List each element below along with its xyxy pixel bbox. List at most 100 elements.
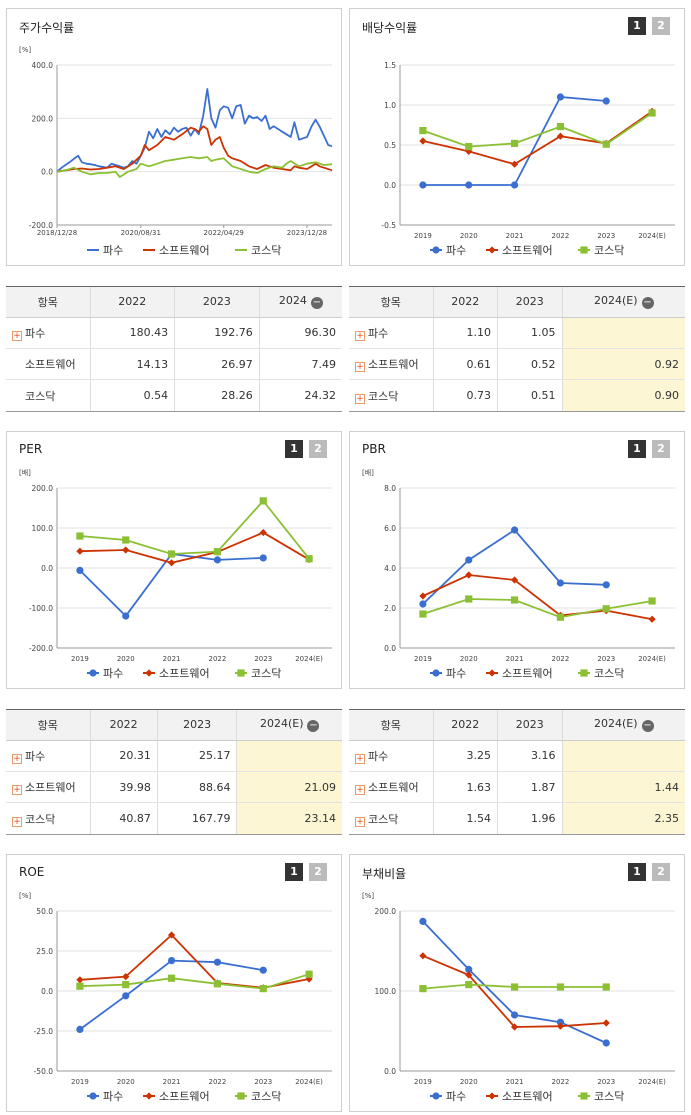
page-1-button[interactable]: 1: [285, 440, 303, 458]
data-point: [510, 139, 519, 147]
table-cell: 0.90: [562, 379, 685, 411]
legend-label: 소프트웨어: [159, 667, 210, 680]
legend-label: 파수: [103, 1090, 123, 1103]
expand-plus-icon[interactable]: +: [355, 816, 365, 827]
data-point: [580, 669, 588, 677]
y-tick-label: 8.0: [384, 484, 396, 493]
y-tick-label: -100.0: [29, 604, 53, 613]
x-tick-label: 2020: [460, 1078, 478, 1086]
page-2-button[interactable]: 2: [309, 440, 327, 458]
data-point: [122, 612, 130, 620]
panel-title: 배당수익률: [362, 21, 418, 35]
panel-title: 부채비율: [362, 867, 407, 881]
legend-label: 파수: [103, 244, 123, 257]
legend-label: 소프트웨어: [502, 1090, 553, 1103]
row-label: 코스닥: [6, 379, 91, 411]
table-cell: [562, 317, 685, 349]
y-tick-label: 0.5: [384, 141, 396, 150]
expand-plus-icon[interactable]: +: [12, 785, 22, 796]
y-tick-label: -0.5: [381, 221, 396, 230]
x-tick-label: 2022: [209, 1078, 227, 1086]
y-tick-label: 100.0: [375, 987, 397, 996]
data-point: [167, 550, 176, 558]
data-point: [419, 592, 427, 600]
legend-label: 파수: [446, 244, 466, 257]
legend-label: 파수: [446, 1090, 466, 1103]
expand-plus-icon[interactable]: +: [355, 330, 365, 341]
legend-item: 소프트웨어: [143, 1090, 210, 1103]
table-cell: 1.05: [497, 317, 563, 349]
data-point: [602, 1039, 610, 1047]
expand-plus-icon[interactable]: +: [355, 753, 365, 764]
series-line: [422, 574, 653, 621]
data-point: [465, 571, 473, 579]
column-header: 2023: [497, 287, 563, 318]
page-2-button[interactable]: 2: [309, 863, 327, 881]
y-tick-label: 4.0: [384, 564, 396, 573]
data-point: [432, 1092, 440, 1100]
y-tick-label: 100.0: [32, 524, 54, 533]
table-row: + 소프트웨어 0.61 0.52 0.92: [349, 348, 685, 381]
page-1-button[interactable]: 1: [285, 863, 303, 881]
column-header: 항목: [6, 287, 91, 318]
y-tick-label: 50.0: [36, 907, 53, 916]
legend-label: 코스닥: [251, 1090, 281, 1103]
data-point: [488, 1092, 496, 1100]
legend-item: 파수: [430, 244, 466, 257]
y-tick-label: 400.0: [32, 61, 54, 70]
data-point: [167, 974, 176, 982]
expand-plus-icon[interactable]: +: [355, 785, 365, 796]
y-tick-label: 1.5: [384, 61, 396, 70]
page-2-button[interactable]: 2: [652, 863, 670, 881]
data-point: [305, 555, 313, 563]
y-unit-label: [배]: [362, 468, 374, 477]
data-point: [259, 554, 267, 562]
table-row: 소프트웨어 14.13 26.97 7.49: [6, 348, 342, 381]
y-tick-label: 25.0: [36, 947, 53, 956]
page-1-button[interactable]: 1: [628, 17, 646, 35]
collapse-icon[interactable]: −: [310, 297, 323, 310]
series-line: [79, 531, 310, 564]
table-row: + 파수 180.43 192.76 96.30: [6, 317, 342, 349]
series-line: [79, 959, 264, 1031]
table-cell: 25.17: [157, 740, 238, 772]
page-2-button[interactable]: 2: [652, 17, 670, 35]
expand-plus-icon[interactable]: +: [355, 362, 365, 373]
page-1-button[interactable]: 1: [628, 440, 646, 458]
dividend-yield-panel: 배당수익률 1 2 1.5 1.0 0.5 0.0 -0.5 2019 2020 2021 20…: [349, 8, 685, 266]
data-point: [237, 1092, 245, 1100]
expand-plus-icon[interactable]: +: [355, 393, 365, 404]
row-label: + 소프트웨어: [349, 348, 434, 381]
data-point: [465, 971, 473, 979]
expand-plus-icon[interactable]: +: [12, 330, 22, 341]
pbr-chart: [배] 8.0 6.0 4.0 2.0 0.0 2019 2020 2021 2022 2023 20…: [362, 468, 675, 680]
expand-plus-icon[interactable]: +: [12, 816, 22, 827]
panel-title: 주가수익률: [19, 21, 75, 35]
collapse-icon[interactable]: −: [307, 720, 320, 733]
table-row: + 파수 3.25 3.16: [349, 740, 685, 772]
data-point: [510, 576, 519, 584]
x-tick-label: 2024(E): [295, 1078, 323, 1086]
data-point: [419, 600, 427, 608]
table-row: 코스닥 0.54 28.26 24.32: [6, 379, 342, 411]
table-row: + 소프트웨어 1.63 1.87 1.44: [349, 771, 685, 804]
x-tick-label: 2022: [552, 232, 570, 240]
x-tick-label: 2020: [460, 232, 478, 240]
data-point: [648, 615, 656, 623]
data-point: [305, 970, 313, 978]
collapse-icon[interactable]: −: [641, 297, 654, 310]
x-tick-label: 2018/12/28: [37, 229, 77, 237]
table-cell: 40.87: [90, 802, 158, 834]
collapse-icon[interactable]: −: [641, 720, 654, 733]
table-row: + 코스닥 0.73 0.51 0.90: [349, 379, 685, 411]
data-point: [167, 931, 176, 939]
page-2-button[interactable]: 2: [652, 440, 670, 458]
series-코스닥: [419, 595, 656, 621]
expand-plus-icon[interactable]: +: [12, 753, 22, 764]
page-1-button[interactable]: 1: [628, 863, 646, 881]
row-label: + 파수: [349, 317, 434, 349]
data-point: [237, 669, 245, 677]
x-tick-label: 2022: [209, 655, 227, 663]
column-header: 2022: [90, 710, 158, 741]
x-tick-label: 2019: [414, 1078, 432, 1086]
